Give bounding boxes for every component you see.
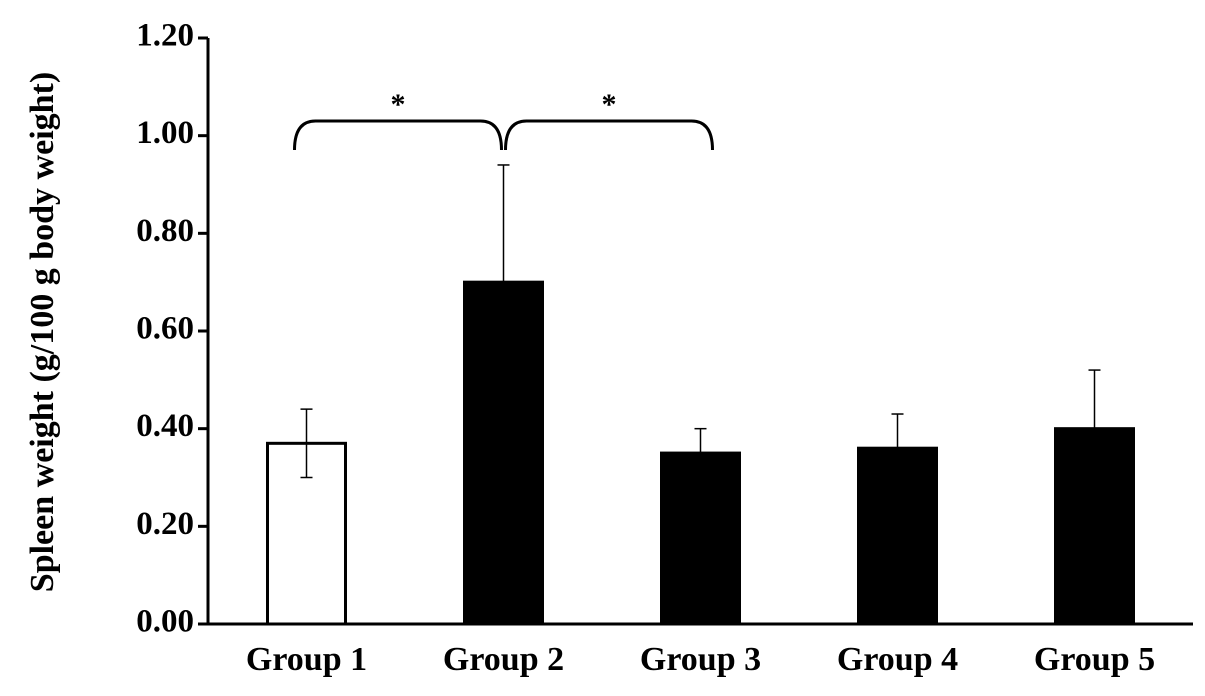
- y-tick-label: 1.00: [136, 115, 194, 151]
- x-tick-label: Group 1: [246, 641, 367, 678]
- bar-5: [1054, 427, 1135, 626]
- y-axis-label: Spleen weight (g/100 g body weight): [24, 72, 61, 592]
- x-tick-label: Group 2: [443, 641, 564, 678]
- bar-2: [463, 280, 544, 626]
- y-tick-label: 0.80: [136, 213, 194, 249]
- y-tick-label: 0.20: [136, 506, 194, 542]
- significance-bracket: [293, 119, 503, 151]
- y-tick-label: 0.60: [136, 311, 194, 347]
- x-tick-label: Group 5: [1034, 641, 1155, 678]
- y-tick-label: 0.40: [136, 408, 194, 444]
- x-axis-ticks: Group 1 Group 2 Group 3 Group 4 Group 5: [246, 641, 1155, 678]
- x-tick-label: Group 3: [640, 641, 761, 678]
- y-tick-label: 1.20: [136, 18, 194, 54]
- bar-3: [660, 451, 741, 626]
- y-axis-ticks: 0.00 0.20 0.40 0.60 0.80 1.00 1.20: [136, 18, 208, 640]
- significance-bracket: [504, 119, 714, 151]
- significance-brackets: * *: [293, 88, 714, 151]
- y-tick-label: 0.00: [136, 604, 194, 640]
- significance-star: *: [391, 88, 406, 121]
- error-bars: [300, 164, 1101, 479]
- x-tick-label: Group 4: [837, 641, 958, 678]
- bar-4: [857, 446, 938, 626]
- significance-star: *: [602, 88, 617, 121]
